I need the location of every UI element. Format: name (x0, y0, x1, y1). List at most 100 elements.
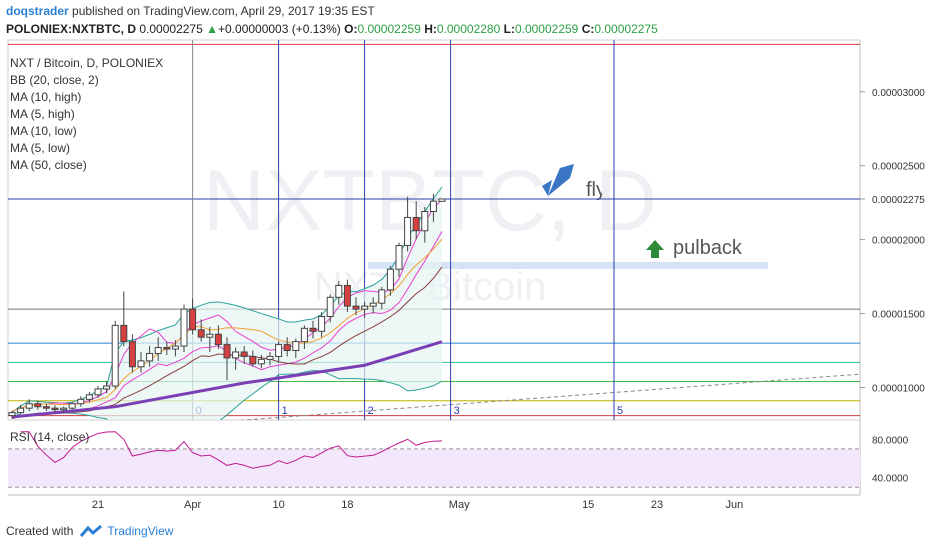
candle-body (60, 407, 68, 411)
published-text: published on TradingView.com, April 29, … (72, 4, 375, 18)
candle-body (163, 347, 171, 350)
candle-body (232, 351, 240, 359)
rsi-band (8, 448, 860, 488)
date-tick-label: Apr (184, 499, 201, 511)
candle-body (223, 344, 231, 359)
date-tick-label: 18 (341, 499, 353, 511)
up-arrow-icon: ▲ (206, 22, 218, 36)
legend-item-bb[interactable]: BB (20, close, 2) (10, 73, 99, 87)
candle-body (421, 211, 429, 232)
price-tick-label: 0.00002500 (872, 162, 925, 173)
candle-body (283, 344, 291, 352)
rsi-tick-label: 80.0000 (872, 435, 909, 446)
legend-item-ma10-low[interactable]: MA (10, low) (10, 124, 77, 138)
close-label: C: (581, 22, 595, 36)
candle-body (326, 296, 334, 317)
candle-body (404, 216, 412, 247)
candle-body (68, 403, 76, 409)
low-value: 0.00002259 (514, 22, 579, 36)
candle-body (343, 284, 351, 307)
date-tick-label: 21 (92, 499, 104, 511)
tradingview-logo-icon (80, 524, 103, 537)
rocket-icon (542, 164, 574, 196)
price-tick-label: 0.00003000 (872, 88, 925, 99)
candle-body (128, 341, 136, 368)
candle-body (378, 289, 386, 304)
rsi-line (20, 431, 443, 469)
candle-body (146, 352, 154, 362)
high-label: H: (424, 22, 437, 36)
candle-body (189, 308, 197, 331)
candle-body (438, 198, 446, 202)
candle-body (429, 200, 437, 213)
candle-body (34, 403, 42, 408)
date-tick-label: 23 (651, 499, 663, 511)
fly-annotation: fly (586, 179, 606, 201)
candle-body (94, 388, 102, 396)
rsi-tick-label: 40.0000 (872, 474, 909, 485)
high-value: 0.00002280 (436, 22, 501, 36)
candle-body (292, 341, 300, 352)
candle-body (361, 305, 369, 310)
trendline-dashed (237, 373, 860, 420)
candle-body (180, 308, 188, 347)
price-tick-label: 0.00002275 (872, 195, 925, 206)
legend-item-ma5-high[interactable]: MA (5, high) (10, 107, 75, 121)
legend-title: NXT / Bitcoin, D, POLONIEX (10, 56, 164, 70)
candle-body (137, 360, 145, 368)
vline-label-5: 5 (617, 405, 623, 417)
candle-body (85, 394, 93, 400)
candle-body (25, 403, 33, 409)
up-arrow-annotation-icon (646, 240, 664, 258)
low-label: L: (503, 22, 515, 36)
candle-body (77, 398, 85, 405)
candle-body (412, 216, 420, 232)
bb-lower (11, 369, 443, 420)
rsi-legend[interactable]: RSI (14, close) (10, 430, 90, 444)
candle-body (266, 355, 274, 360)
pulback-annotation: pulback (673, 237, 743, 259)
candle-body (257, 358, 265, 365)
symbol-label: POLONIEX:NXTBTC, D (6, 22, 137, 36)
candle-body (214, 333, 222, 346)
candle-body (8, 412, 16, 417)
legend-item-ma10-high[interactable]: MA (10, high) (10, 90, 82, 104)
footer: Created with TradingView (6, 524, 173, 538)
candle-body (386, 268, 394, 291)
candle-body (395, 245, 403, 270)
change-value: +0.00000003 (+0.13%) (218, 22, 341, 36)
candle-body (300, 327, 308, 343)
candle-body (103, 385, 111, 390)
date-tick-label: May (449, 499, 470, 511)
legend-item-ma5-low[interactable]: MA (5, low) (10, 141, 71, 155)
date-tick-label: 10 (272, 499, 284, 511)
close-value: 0.00002275 (594, 22, 658, 36)
candle-body (275, 344, 283, 357)
last-price: 0.00002275 (139, 22, 203, 36)
legend-item-ma50-close[interactable]: MA (50, close) (10, 158, 87, 172)
candle-body (111, 324, 119, 387)
author-link[interactable]: doqstrader (6, 4, 69, 18)
candle-body (318, 315, 326, 332)
vline-label-1: 1 (282, 405, 288, 417)
created-with-text: Created with (6, 524, 74, 538)
date-tick-label: Jun (726, 499, 744, 511)
price-tick-label: 0.00001500 (872, 310, 925, 321)
publish-line: doqstrader published on TradingView.com,… (6, 4, 375, 18)
candle-body (42, 406, 50, 409)
candle-body (17, 407, 25, 414)
candle-body (369, 302, 377, 307)
ma50-close-line (11, 340, 443, 419)
candle-body (335, 284, 343, 298)
candle-body (249, 355, 257, 365)
open-value: 0.00002259 (357, 22, 421, 36)
tradingview-link[interactable]: TradingView (107, 524, 174, 538)
indicator-legend: NXT / Bitcoin, D, POLONIEX BB (20, close… (10, 55, 163, 174)
candle-body (51, 407, 59, 411)
vline-label-3: 3 (454, 405, 460, 417)
open-label: O: (344, 22, 358, 36)
price-tick-label: 0.00001000 (872, 383, 925, 394)
vline-label-2: 2 (368, 405, 374, 417)
price-tick-label: 0.00002000 (872, 236, 925, 247)
